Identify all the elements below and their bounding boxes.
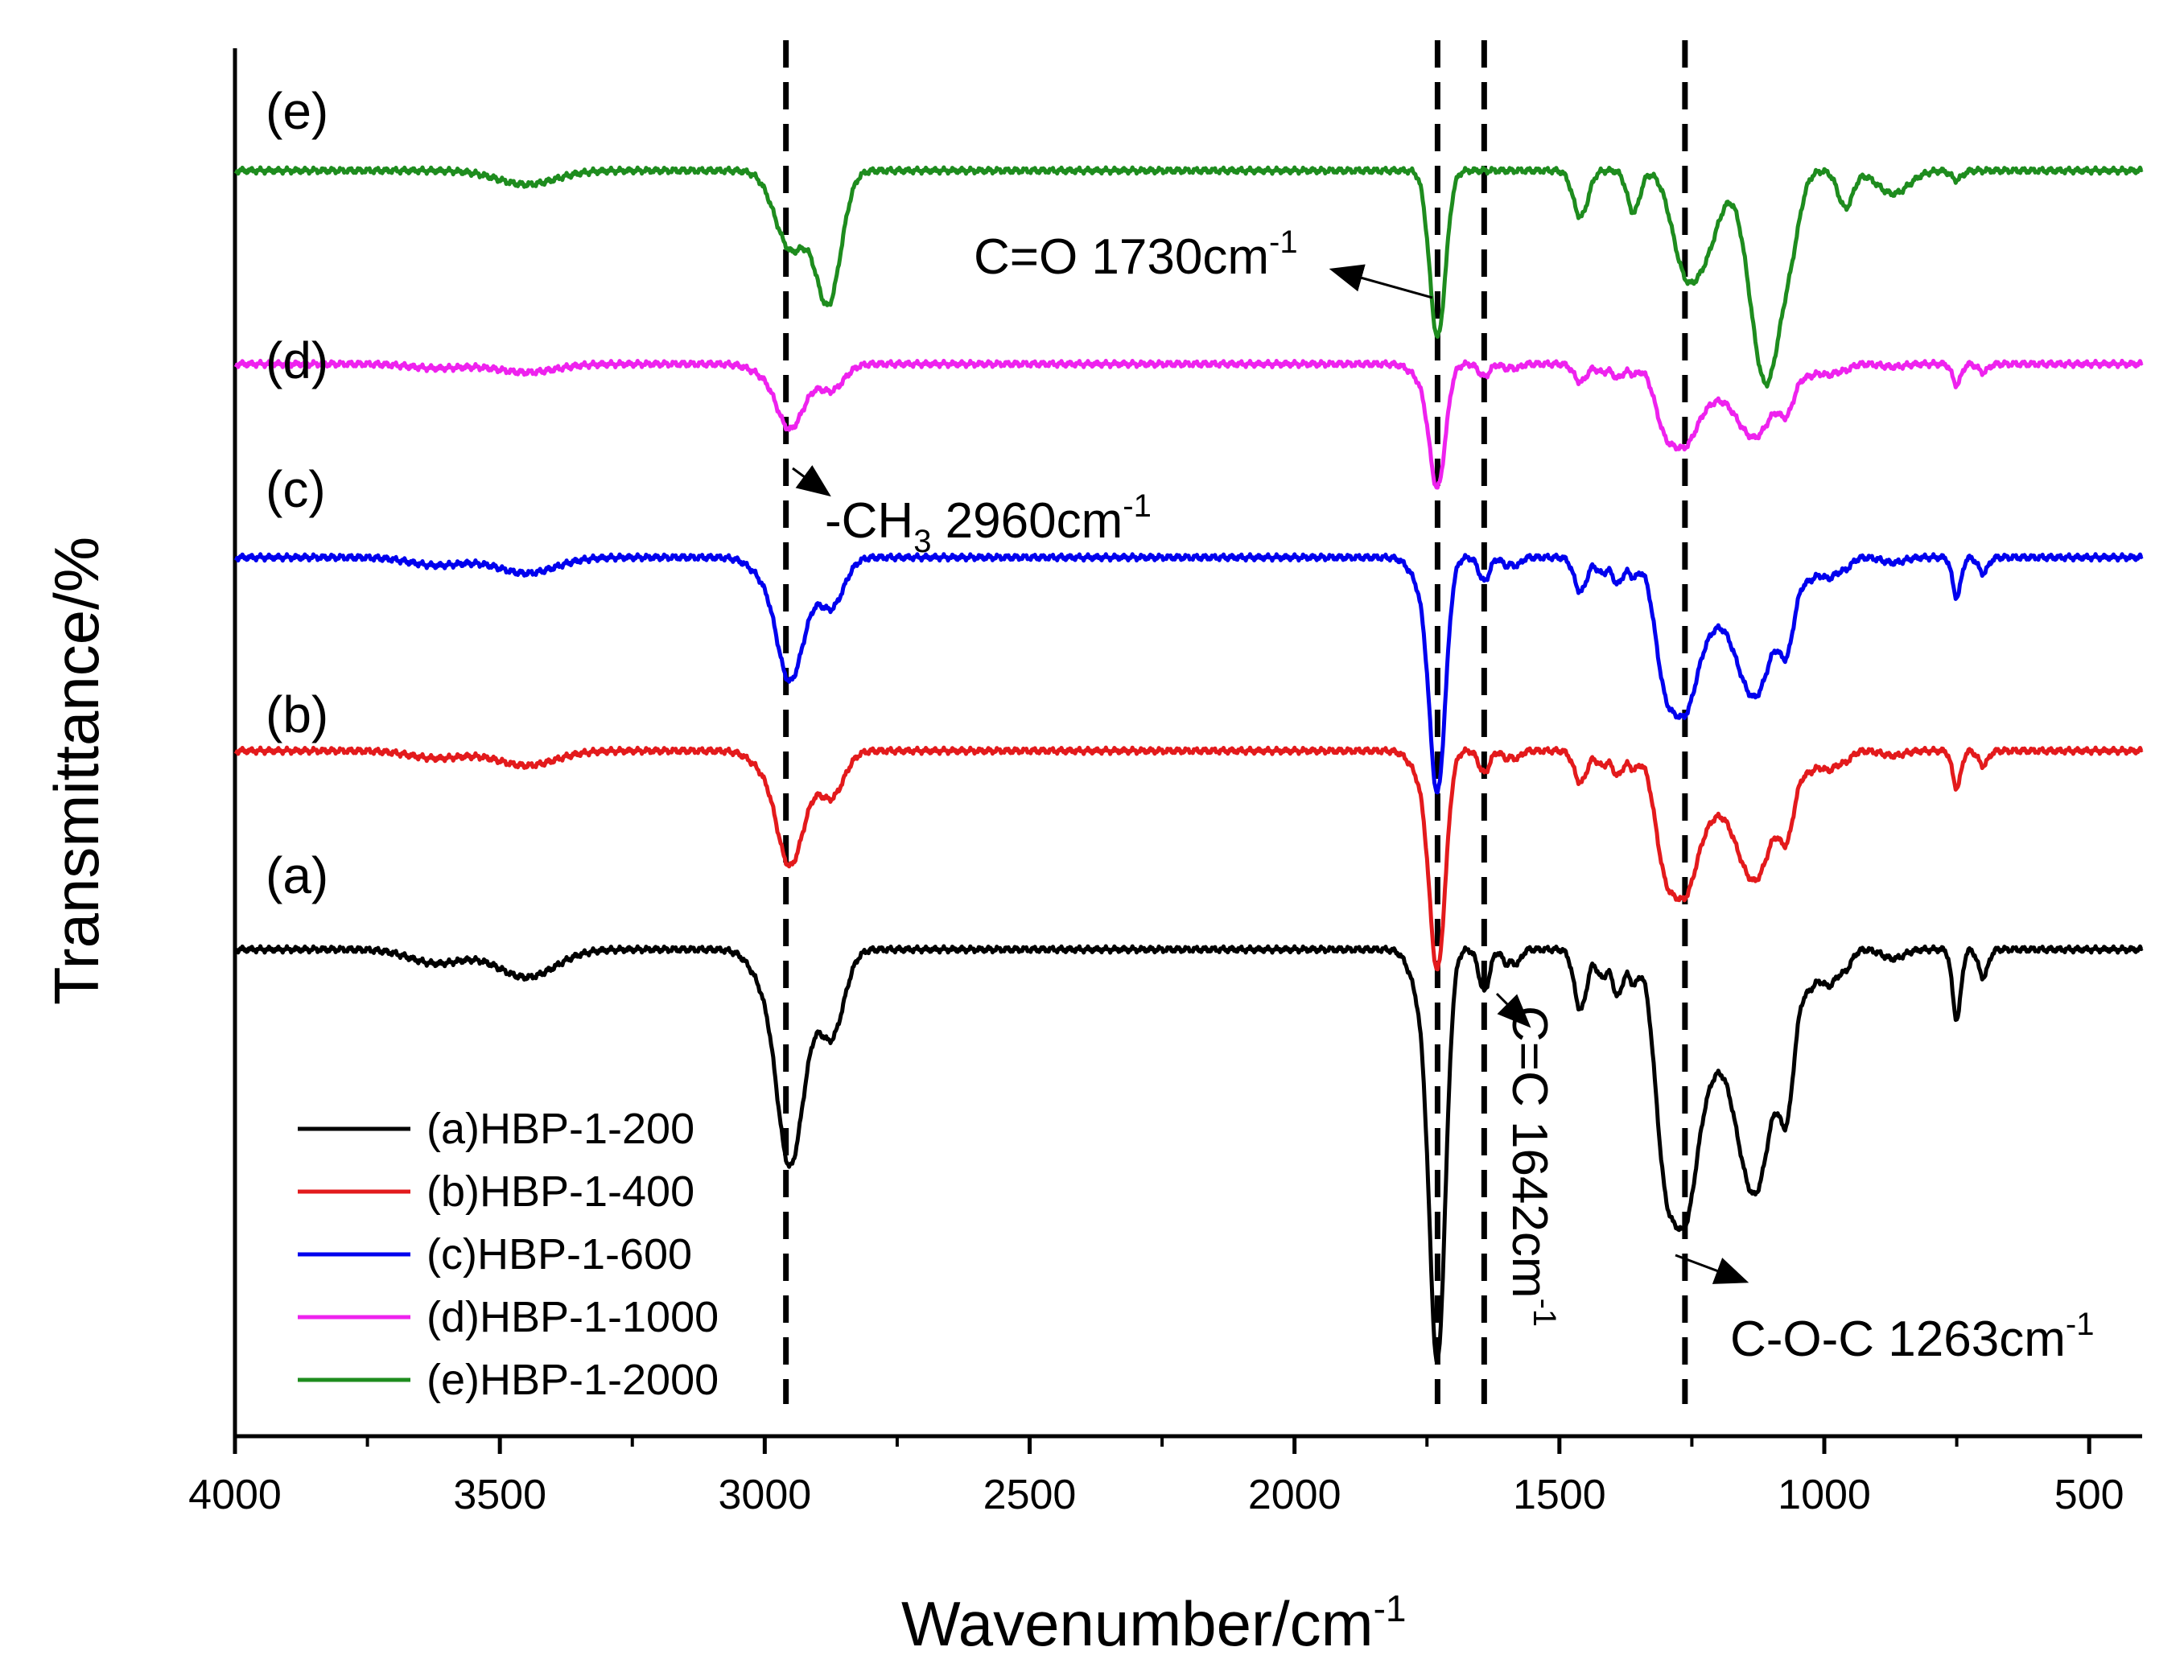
legend-label-a: (a)HBP-1-200 — [426, 1105, 694, 1153]
panel-label-c: (c) — [266, 460, 326, 518]
panel-labels: (a) (b) (c) (d) (e) — [266, 82, 328, 904]
annotation-coc-arrow — [1675, 1254, 1749, 1284]
panel-label-d: (d) — [266, 331, 328, 389]
annotation-coc: C-O-C 1263cm-1 — [1730, 1307, 2094, 1367]
annotation-ch3: -CH3 2960cm-1 — [825, 488, 1152, 559]
x-tick-label: 3000 — [718, 1472, 811, 1518]
annotation-co: C=O 1730cm-1 — [974, 224, 1298, 285]
x-tick-label: 2000 — [1248, 1472, 1341, 1518]
annotation-cc: C=C 1642cm-1 — [1502, 1006, 1562, 1327]
series-line-b — [233, 745, 2144, 972]
x-tick-label: 3500 — [453, 1472, 546, 1518]
x-tick-label: 4000 — [188, 1472, 282, 1518]
spectra-series — [233, 165, 2144, 1365]
series-line-d — [233, 358, 2144, 490]
x-tick-label: 1000 — [1778, 1472, 1871, 1518]
peak-annotations: C=O 1730cm-1 -CH3 2960cm-1 C=C 1642cm-1 … — [792, 224, 2094, 1367]
legend-label-b: (b)HBP-1-400 — [426, 1167, 694, 1216]
series-line-e — [233, 165, 2144, 389]
legend-label-c: (c)HBP-1-600 — [426, 1230, 692, 1279]
y-axis-title: Transmittance/% — [41, 537, 112, 1005]
legend-label-e: (e)HBP-1-2000 — [426, 1356, 719, 1404]
x-axis-title: Wavenumber/cm-1 — [901, 1587, 1407, 1659]
x-axis-ticks: 4000 3500 3000 2500 2000 1500 1000 500 — [188, 1436, 2124, 1518]
annotation-ch3-arrow — [792, 465, 831, 497]
series-line-c — [233, 552, 2144, 795]
annotation-cc-arrow — [1495, 992, 1531, 1028]
reference-lines — [783, 40, 1688, 1404]
series-line-a — [233, 944, 2144, 1365]
legend-label-d: (d)HBP-1-1000 — [426, 1293, 719, 1341]
x-tick-label: 500 — [2054, 1472, 2124, 1518]
panel-label-e: (e) — [266, 82, 328, 140]
panel-label-b: (b) — [266, 686, 328, 743]
x-tick-label: 1500 — [1513, 1472, 1606, 1518]
x-tick-label: 2500 — [983, 1472, 1077, 1518]
legend: (a)HBP-1-200 (b)HBP-1-400 (c)HBP-1-600 (… — [298, 1105, 719, 1404]
panel-label-a: (a) — [266, 846, 328, 904]
annotation-co-arrow — [1329, 264, 1433, 299]
